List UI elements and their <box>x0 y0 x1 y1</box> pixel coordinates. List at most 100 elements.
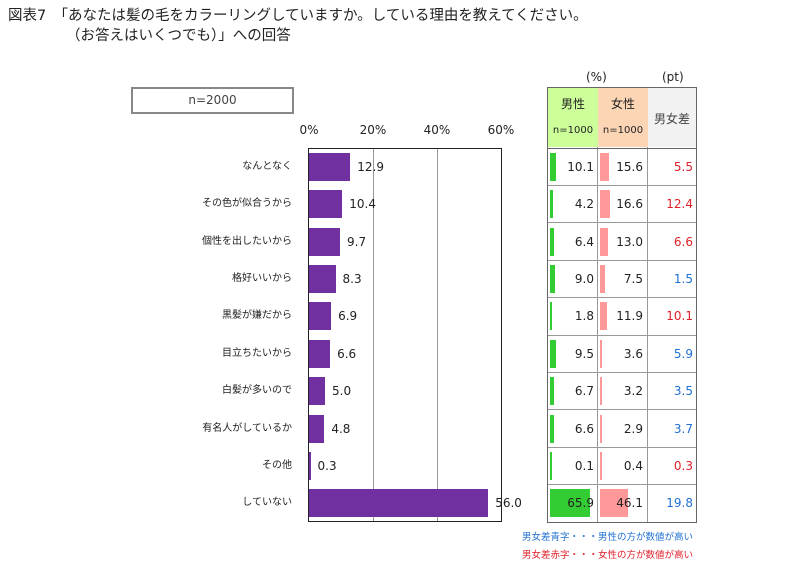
x-tick-label: 40% <box>423 123 451 137</box>
table-row-line <box>548 446 696 448</box>
bar <box>309 302 332 331</box>
category-label: なんとなく <box>242 160 292 172</box>
male-bar <box>550 377 555 406</box>
table-header-line <box>548 148 696 149</box>
male-value: 0.1 <box>574 458 594 473</box>
bar <box>309 264 336 293</box>
male-header: 男性 <box>560 97 585 111</box>
category-label: その他 <box>262 459 292 471</box>
diff-header-cell <box>648 88 696 147</box>
female-value: 15.6 <box>616 159 643 174</box>
category-label: 黒髪が嫌だから <box>222 310 292 322</box>
bar-value-label: 12.9 <box>357 159 384 174</box>
bar-value-label: 9.7 <box>347 234 367 249</box>
comparison-table <box>547 87 697 523</box>
female-bar <box>600 264 605 293</box>
sample-size-box: n=2000 <box>131 87 294 114</box>
diff-value: 1.5 <box>673 271 693 286</box>
male-bar <box>550 339 556 368</box>
diff-header: 男女差 <box>653 112 690 126</box>
diff-value: 5.5 <box>673 159 693 174</box>
male-bar <box>550 190 553 219</box>
table-row-line <box>548 334 696 336</box>
category-label: 格好いいから <box>232 272 292 284</box>
table-row-line <box>548 259 696 261</box>
male-value: 6.7 <box>574 384 594 399</box>
bar <box>309 190 343 219</box>
category-label: 目立ちたいから <box>222 347 292 359</box>
male-value: 9.5 <box>574 346 594 361</box>
male-bar <box>550 489 590 518</box>
title-line-2: （お答えはいくつでも）」への回答 <box>66 28 291 44</box>
male-value: 9.0 <box>574 271 594 286</box>
male-value: 1.8 <box>574 309 594 324</box>
female-value: 11.9 <box>616 309 643 324</box>
bar <box>309 451 311 480</box>
male-n: n=1000 <box>552 125 594 136</box>
female-bar <box>600 227 608 256</box>
plot-area <box>308 148 502 522</box>
male-value: 6.6 <box>574 421 594 436</box>
x-tick-label: 20% <box>359 123 387 137</box>
female-bar <box>600 414 602 443</box>
bar-value-label: 0.3 <box>317 458 337 473</box>
female-bar <box>600 339 603 368</box>
male-bar <box>550 152 557 181</box>
female-bar <box>600 302 608 331</box>
male-value: 65.9 <box>567 496 594 511</box>
table-row-line <box>548 409 696 411</box>
male-value: 4.2 <box>574 197 594 212</box>
female-value: 46.1 <box>616 496 643 511</box>
bar <box>309 152 351 181</box>
bar <box>309 227 341 256</box>
title-line-1: 図表7 「あなたは髪の毛をカラーリングしていますか。している理由を教えてください… <box>8 8 588 24</box>
bar-value-label: 56.0 <box>495 496 522 511</box>
table-row-line <box>548 222 696 224</box>
table-row-line <box>548 184 696 186</box>
gridline <box>373 149 374 521</box>
category-label: 個性を出したいから <box>202 235 292 247</box>
category-label: 白髪が多いので <box>222 385 292 397</box>
category-label: していない <box>242 497 292 509</box>
category-label: その色が似合うから <box>202 198 292 210</box>
female-value: 3.6 <box>623 346 643 361</box>
female-n: n=1000 <box>602 125 644 136</box>
female-header: 女性 <box>610 97 635 111</box>
unit-points: (pt) <box>662 70 684 84</box>
male-value: 6.4 <box>574 234 594 249</box>
male-value: 10.1 <box>567 159 594 174</box>
gridline <box>437 149 438 521</box>
female-value: 16.6 <box>616 197 643 212</box>
female-value: 2.9 <box>623 421 643 436</box>
male-bar <box>550 227 554 256</box>
bar <box>309 489 489 518</box>
bar-value-label: 8.3 <box>342 271 362 286</box>
bar <box>309 414 325 443</box>
female-bar <box>600 451 602 480</box>
female-bar <box>600 152 610 181</box>
x-tick-label: 0% <box>299 123 319 137</box>
diff-value: 3.7 <box>673 421 693 436</box>
female-value: 7.5 <box>623 271 643 286</box>
male-bar <box>550 302 552 331</box>
female-bar <box>600 377 602 406</box>
female-bar <box>600 489 628 518</box>
bar <box>309 377 325 406</box>
category-label: 有名人がしているか <box>202 422 292 434</box>
female-value: 0.4 <box>623 458 643 473</box>
note-red: 男女差赤字・・・女性の方が数値が高い <box>522 550 694 561</box>
diff-value: 3.5 <box>673 384 693 399</box>
table-row-line <box>548 484 696 486</box>
diff-value: 5.9 <box>673 346 693 361</box>
male-bar <box>550 451 552 480</box>
male-bar <box>550 264 556 293</box>
bar-value-label: 5.0 <box>332 384 352 399</box>
bar-value-label: 6.6 <box>337 346 357 361</box>
unit-percent: (%) <box>586 70 607 84</box>
chart-title: 図表7 「あなたは髪の毛をカラーリングしていますか。している理由を教えてください… <box>8 6 588 46</box>
diff-value: 12.4 <box>666 197 693 212</box>
note-blue: 男女差青字・・・男性の方が数値が高い <box>522 532 694 543</box>
bar <box>309 339 331 368</box>
table-row-line <box>548 371 696 373</box>
diff-value: 10.1 <box>666 309 693 324</box>
